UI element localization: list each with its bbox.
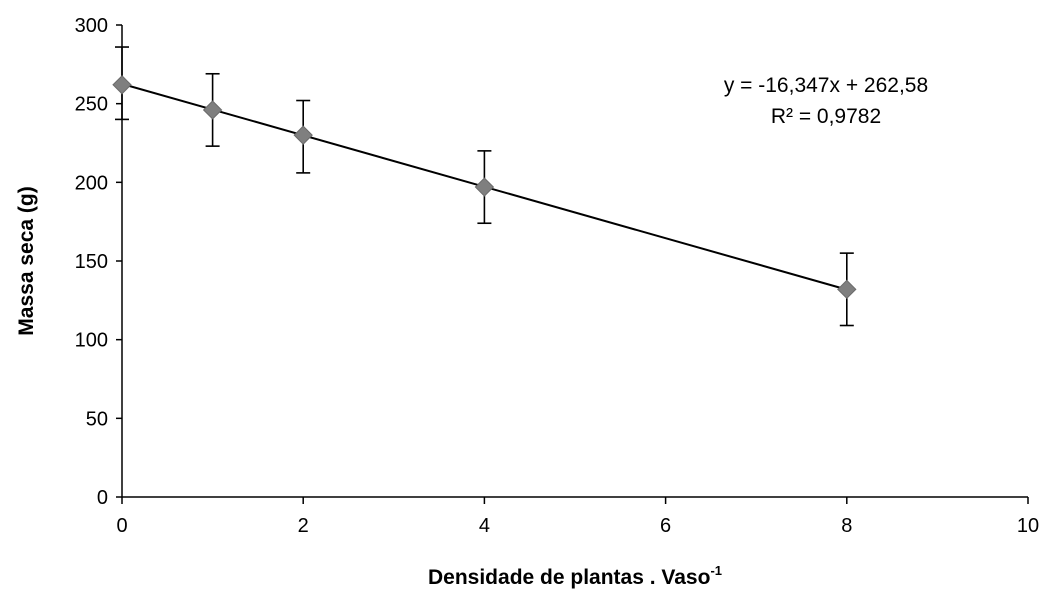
data-point-marker: [474, 177, 495, 197]
x-tick-label: 0: [116, 515, 127, 537]
data-point-marker: [202, 100, 223, 120]
y-ticks: 0 50 100 150 200 250 300: [75, 15, 122, 509]
x-tick-label: 6: [660, 515, 671, 537]
x-axis-title-superscript: -1: [710, 563, 722, 578]
y-tick-label: 250: [75, 94, 108, 116]
data-point-marker: [293, 125, 313, 145]
y-tick-label: 0: [97, 487, 108, 509]
y-tick-label: 200: [75, 172, 108, 194]
data-point-marker: [112, 75, 132, 95]
data-points: [112, 75, 857, 300]
data-point-marker: [837, 279, 857, 300]
y-tick-label: 150: [75, 251, 108, 273]
x-tick-label: 10: [1017, 515, 1039, 537]
y-tick-label: 300: [75, 15, 108, 37]
x-tick-label: 4: [479, 515, 490, 537]
y-axis-title: Massa seca (g): [15, 186, 38, 335]
x-tick-label: 2: [298, 515, 309, 537]
x-axis-title-main: Densidade de plantas . Vaso: [428, 566, 710, 589]
y-tick-label: 50: [86, 408, 108, 430]
x-ticks: 0 2 4 6 8 10: [116, 497, 1039, 537]
r-squared-label: R² = 0,9782: [771, 105, 881, 128]
x-tick-label: 8: [841, 515, 852, 537]
y-tick-label: 100: [75, 330, 108, 352]
x-axis-title: Densidade de plantas . Vaso-1: [428, 563, 722, 589]
trendline-equation: y = -16,347x + 262,58: [724, 74, 928, 97]
